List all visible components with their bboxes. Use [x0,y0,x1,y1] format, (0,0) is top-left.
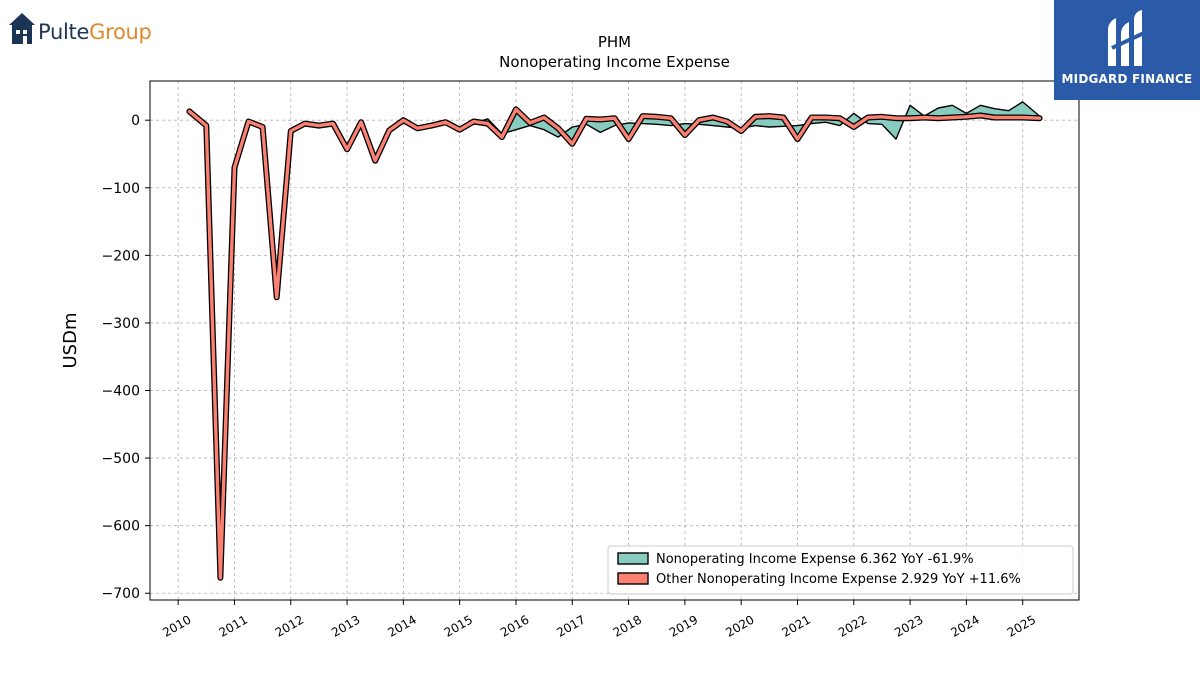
x-tick-label: 2021 [780,612,813,639]
y-tick-label: −500 [102,451,140,467]
wordmark-group: Group [89,20,152,44]
y-tick-label: −400 [102,384,140,400]
chart-title: PHM [598,33,631,51]
series-band-area [189,101,1040,578]
x-tick-label: 2015 [442,612,475,639]
plot-frame [149,80,1080,601]
x-tick-label: 2016 [498,612,531,639]
legend-swatch [617,572,649,585]
x-tick-label: 2014 [385,612,418,639]
y-tick-label: −100 [102,181,140,197]
y-axis-label: USDm [60,313,81,369]
x-tick-label: 2023 [892,612,925,639]
series-nonoperating-line [188,101,1041,579]
legend-label: Nonoperating Income Expense 6.362 YoY -6… [656,552,974,567]
x-tick-label: 2024 [948,612,981,639]
midgard-finance-wordmark: MIDGARD FINANCE [1061,72,1193,86]
y-tick-label: −700 [102,586,140,602]
legend-box [607,545,1074,595]
x-tick-label: 2020 [723,612,756,639]
y-tick-label: −200 [102,248,140,264]
midgard-finance-logo: MIDGARD FINANCE [1054,0,1200,100]
chart-subtitle: Nonoperating Income Expense [499,53,730,71]
x-tick-label: 2010 [160,612,193,639]
midgard-mark-icon [1108,10,1147,66]
series-other-nonoperating-line [187,107,1042,580]
x-tick-label: 2022 [836,612,869,639]
series-other-nonoperating-line-outline [186,106,1043,581]
y-tick-label: −600 [102,519,140,535]
pultegroup-logo: PulteGroup [8,8,152,48]
x-tick-label: 2011 [217,612,250,639]
legend-label: Other Nonoperating Income Expense 2.929 … [656,572,1021,587]
y-tick-label: 0 [131,113,140,129]
pultegroup-wordmark: PulteGroup [38,20,152,44]
house-icon [9,13,35,44]
x-tick-label: 2012 [273,612,306,639]
x-tick-label: 2013 [329,612,362,639]
y-tick-label: −300 [102,316,140,332]
legend-swatch [617,552,649,565]
x-tick-label: 2019 [667,612,700,639]
x-tick-label: 2025 [1005,612,1038,639]
x-tick-label: 2018 [611,612,644,639]
wordmark-pulte: Pulte [38,20,90,44]
x-tick-label: 2017 [554,612,587,639]
